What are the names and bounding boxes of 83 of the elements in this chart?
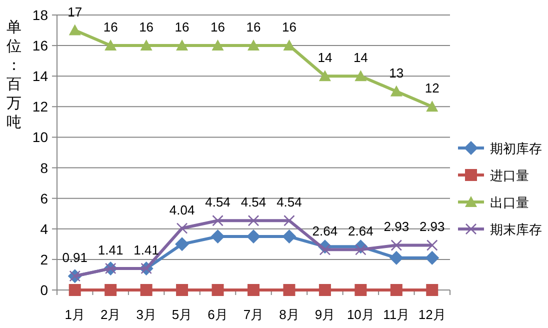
data-label: 12 [424,80,440,96]
data-label: 2.93 [384,219,410,234]
point [425,250,440,265]
y-axis-title: 单位：百万吨 [6,19,22,131]
point [390,284,402,296]
data-label: 4.54 [240,194,266,210]
point [176,40,188,51]
x-tick-label: 8月 [279,307,300,322]
x-tick-label: 10月 [346,307,374,322]
data-label: 4.54 [205,194,230,210]
x-tick-label: 11月 [383,307,410,322]
point [212,40,224,51]
y-tick-label: 14 [32,68,48,84]
y-tick-label: 0 [40,282,48,298]
point [354,70,367,82]
data-label: 16 [246,20,261,35]
y-tick-label: 10 [32,129,48,146]
data-label: 2.64 [312,224,338,239]
point [318,284,331,296]
point [283,284,296,296]
point [389,250,404,265]
point [104,284,117,296]
point [248,284,260,296]
point [284,214,295,226]
x-tick-label: 7月 [243,307,264,322]
y-tick-label: 8 [40,160,48,176]
data-label: 2.93 [419,219,445,234]
data-label: 4.04 [169,202,195,218]
x-tick-label: 6月 [208,307,228,322]
point [68,24,81,36]
data-label: 16 [210,20,226,35]
x-tick-label: 1月 [64,307,85,322]
data-label: 1.41 [98,242,124,258]
y-tick-label: 16 [32,38,48,54]
point [318,70,331,82]
point [354,284,367,296]
point [355,244,366,256]
legend-label: 期末库存 [490,222,542,237]
data-label: 16 [174,20,190,35]
point [426,284,438,296]
y-tick-label: 18 [32,7,48,23]
x-tick-label: 3月 [136,307,156,322]
data-label: 2.64 [348,224,374,239]
point [319,244,331,256]
data-label: 1.41 [134,242,159,258]
point [140,284,152,296]
data-label: 17 [68,4,82,20]
y-tick-label: 6 [40,190,48,206]
point [248,40,260,51]
point [175,237,190,252]
x-tick-label: 12月 [418,307,446,322]
point [68,284,81,296]
x-tick-label: 5月 [172,307,192,322]
point [104,40,117,51]
x-tick-label: 2月 [100,307,121,322]
data-label: 4.54 [276,194,302,210]
legend-label: 出口量 [490,195,529,210]
point [176,284,188,296]
x-tick-label: 9月 [314,307,336,322]
point [426,240,438,251]
y-tick-label: 4 [40,220,48,237]
point [248,214,260,226]
data-label: 0.91 [62,250,88,266]
data-label: 14 [318,50,332,66]
legend-label: 进口量 [490,168,529,183]
point [176,222,188,234]
point [212,284,224,296]
data-label: 14 [353,50,368,66]
point [390,85,402,96]
point [246,230,260,244]
data-label: 13 [389,65,404,80]
data-label: 16 [103,20,118,35]
point [140,40,152,51]
legend-label: 期初库存 [490,141,542,156]
point [426,100,438,112]
data-label: 16 [282,20,296,35]
point [212,214,224,226]
point [282,230,296,244]
y-tick-label: 2 [40,251,48,268]
y-tick-label: 12 [32,98,48,115]
point [210,230,225,244]
point [390,240,402,251]
data-label: 16 [139,20,154,35]
